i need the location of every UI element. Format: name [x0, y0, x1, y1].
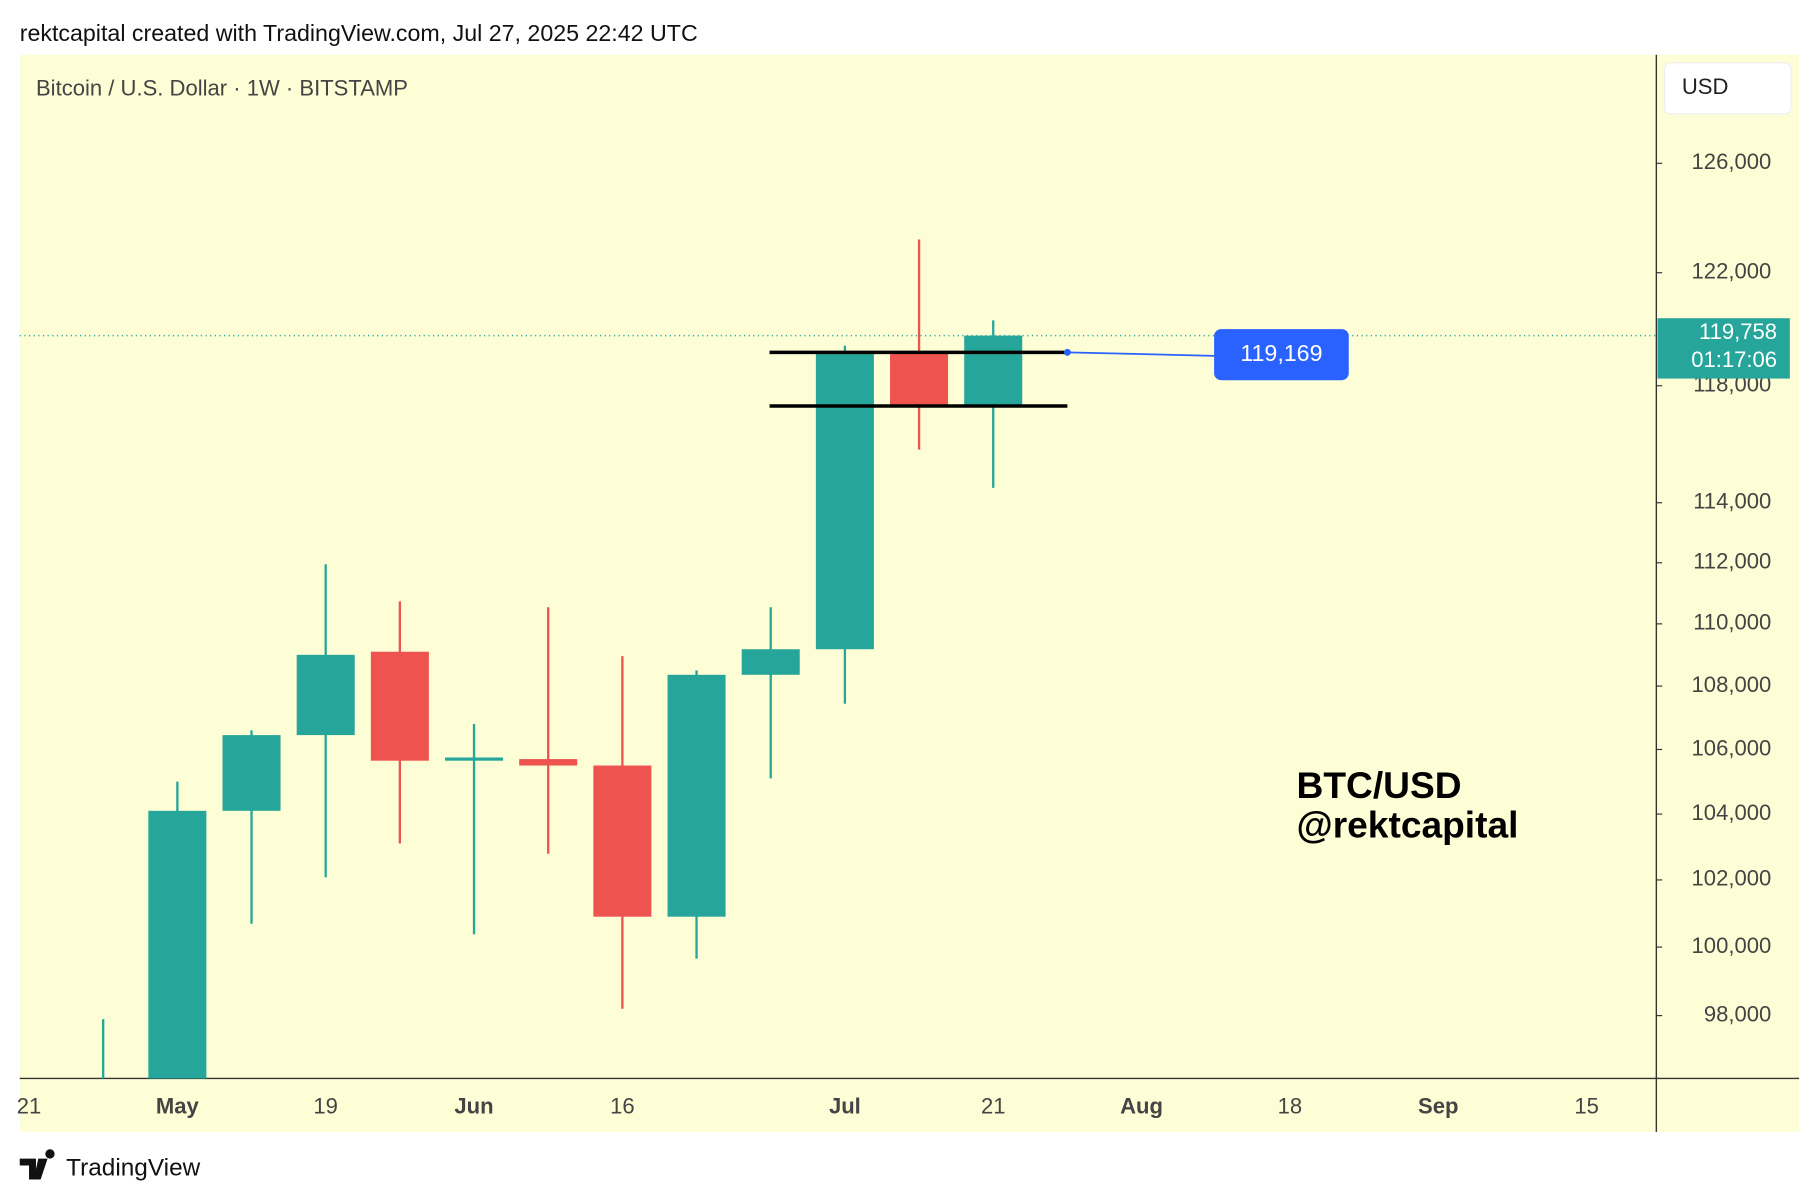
candle-body — [667, 674, 726, 917]
candle-body — [148, 810, 207, 1079]
x-tick-label: 18 — [1278, 1093, 1303, 1118]
x-tick-label: 21 — [981, 1093, 1006, 1118]
y-tick-label: 100,000 — [1692, 933, 1772, 958]
candle-body — [741, 649, 800, 675]
y-tick-label: 106,000 — [1692, 735, 1772, 760]
x-tick-label: May — [156, 1093, 200, 1118]
last-price-label: 119,758 — [1699, 319, 1777, 344]
plot — [74, 239, 1068, 1150]
annotation: BTC/USD — [1297, 764, 1462, 806]
credit: rektcapital created with TradingView.com… — [20, 20, 698, 46]
callout-anchor — [1063, 348, 1071, 356]
chart-background — [19, 54, 1800, 1132]
y-tick-label: 110,000 — [1693, 610, 1771, 635]
y-tick-label: 98,000 — [1704, 1001, 1771, 1026]
candle-body — [296, 654, 355, 736]
annotation: @rektcapital — [1297, 804, 1519, 846]
brand: TradingView — [66, 1154, 200, 1181]
last-price-box — [1657, 318, 1790, 379]
y-tick-label: 102,000 — [1692, 866, 1772, 891]
x-tick-label: Sep — [1418, 1093, 1458, 1118]
y-tick-label: 122,000 — [1692, 259, 1772, 284]
x-tick-label: Jul — [829, 1093, 861, 1118]
candle-body — [890, 352, 949, 406]
countdown: 01:17:06 — [1691, 347, 1777, 372]
currency: USD — [1682, 74, 1729, 99]
x-tick-label: Jun — [454, 1093, 493, 1118]
candle-body — [815, 352, 874, 650]
y-tick-label: 114,000 — [1693, 489, 1771, 514]
callout-line — [1067, 351, 1215, 357]
x-tick-label: Aug — [1120, 1093, 1163, 1118]
callout-label: 119,169 — [1240, 340, 1322, 366]
x-tick-label: 16 — [610, 1093, 635, 1118]
y-tick-label: 108,000 — [1692, 672, 1772, 697]
candle-body — [445, 757, 504, 761]
candle-body — [222, 735, 281, 811]
x-tick-label: 15 — [1574, 1093, 1599, 1118]
x-tick-label: 19 — [313, 1093, 338, 1118]
symbol-title: Bitcoin / U.S. Dollar · 1W · BITSTAMP — [36, 75, 408, 100]
y-tick-label: 112,000 — [1693, 549, 1771, 574]
candle-body — [370, 651, 429, 761]
y-tick-label: 126,000 — [1692, 149, 1772, 174]
candle-body — [964, 335, 1023, 406]
x-tick-label: 21 — [17, 1093, 42, 1118]
callout-box — [1214, 329, 1349, 381]
currency-button[interactable] — [1663, 62, 1792, 115]
candle-body — [593, 765, 652, 917]
y-tick-label: 104,000 — [1692, 800, 1772, 825]
candle-body — [74, 1146, 132, 1150]
brand-logo — [19, 1149, 55, 1180]
candle-body — [519, 759, 578, 766]
